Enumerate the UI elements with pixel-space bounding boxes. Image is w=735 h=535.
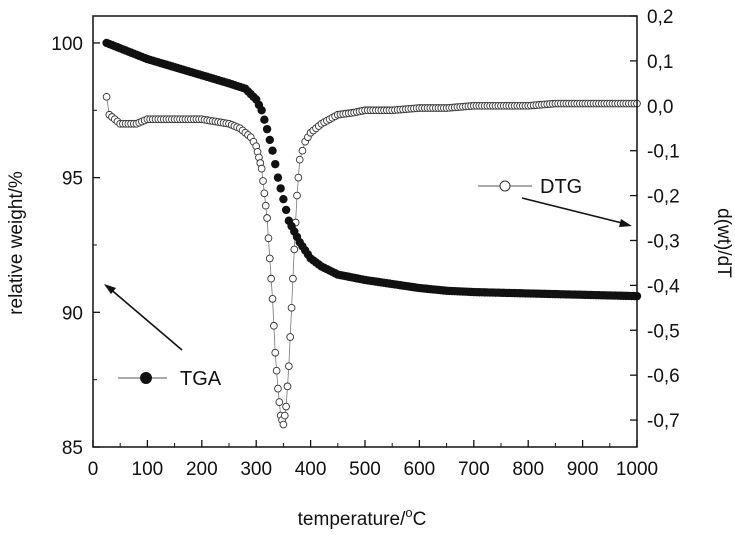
y-left-tick-label: 90 xyxy=(62,303,83,324)
dtg-point xyxy=(272,366,281,375)
y-right-axis-title: d(wt)/dT xyxy=(713,208,734,278)
tga-point xyxy=(279,194,288,204)
y-right-tick-label: -0,6 xyxy=(647,366,680,387)
dtg-point xyxy=(257,164,266,173)
legend-tga: TGA xyxy=(118,368,222,390)
y-left-tick-label: 85 xyxy=(62,438,83,459)
y-right-tick-label: -0,7 xyxy=(647,411,680,432)
legend-dtg-marker xyxy=(499,180,511,192)
dtg-arrowhead xyxy=(619,219,632,227)
legend-dtg: DTG xyxy=(478,176,582,198)
tga-point xyxy=(265,135,274,145)
y-left-tick-label: 100 xyxy=(51,34,83,55)
y-right-tick-label: -0,4 xyxy=(647,276,680,297)
tga-arrow xyxy=(107,286,183,351)
x-tick-label: 500 xyxy=(349,459,381,480)
dtg-point xyxy=(280,411,289,420)
dtg-point xyxy=(294,173,303,182)
tga-point xyxy=(268,146,277,155)
x-axis-title: temperature/oC xyxy=(298,505,427,530)
dtg-point xyxy=(274,384,282,393)
legend-dtg-label: DTG xyxy=(540,176,582,198)
x-tick-label: 300 xyxy=(240,459,272,480)
plot-frame xyxy=(92,15,638,448)
dtg-point xyxy=(286,333,295,341)
x-tick-label: 900 xyxy=(567,459,599,480)
legend-tga-label: TGA xyxy=(180,368,222,390)
x-tick-label: 400 xyxy=(295,459,327,480)
y-right-tick-label: -0,3 xyxy=(647,231,680,252)
dtg-point xyxy=(283,382,292,391)
dtg-point xyxy=(282,402,290,411)
dtg-point xyxy=(287,303,296,312)
y-right-tick-label: -0,5 xyxy=(647,321,680,342)
dtg-point xyxy=(261,201,270,210)
y-right-tick-label: 0,1 xyxy=(647,52,673,73)
dtg-point xyxy=(102,92,111,101)
dtg-point xyxy=(267,274,276,283)
dtg-arrow xyxy=(521,197,627,225)
x-tick-label: 700 xyxy=(458,459,490,480)
tga-point xyxy=(281,205,291,215)
dtg-point xyxy=(293,191,301,200)
dtg-point xyxy=(298,146,307,155)
dtg-point xyxy=(259,177,267,185)
tga-point xyxy=(262,124,272,134)
dtg-point xyxy=(263,214,271,222)
dtg-point xyxy=(270,321,278,330)
x-tick-label: 200 xyxy=(186,459,218,480)
dtg-point xyxy=(268,294,277,303)
tga-point xyxy=(276,184,285,193)
dtg-point xyxy=(275,398,284,406)
tga-point xyxy=(257,106,266,115)
dtg-point xyxy=(289,274,297,283)
dtg-point xyxy=(284,362,293,371)
legend-tga-marker xyxy=(140,372,152,384)
y-left-axis-title: relative weight/% xyxy=(6,171,27,315)
x-tick-label: 100 xyxy=(132,459,164,480)
y-right-tick-label: 0,2 xyxy=(647,7,673,28)
dtg-point xyxy=(279,420,288,429)
tga-point xyxy=(260,115,269,124)
dtg-series xyxy=(102,92,641,429)
y-right-tick-label: 0,0 xyxy=(647,97,673,118)
dtg-point xyxy=(290,245,299,254)
dtg-point xyxy=(271,348,280,357)
tga-point xyxy=(273,173,283,182)
tga-point xyxy=(271,159,280,169)
x-tick-label: 600 xyxy=(404,459,436,480)
tga-arrowhead xyxy=(104,284,116,294)
dtg-point xyxy=(260,189,269,198)
tga-series xyxy=(102,38,642,301)
x-tick-label: 0 xyxy=(88,459,99,480)
y-left-tick-label: 95 xyxy=(62,169,83,190)
x-tick-label: 800 xyxy=(512,459,544,480)
dtg-point xyxy=(295,155,304,164)
dtg-point xyxy=(264,234,273,243)
y-right-tick-label: -0,2 xyxy=(647,187,680,208)
x-tick-label: 1000 xyxy=(616,459,658,480)
dtg-point xyxy=(265,254,274,263)
y-right-tick-label: -0,1 xyxy=(647,142,680,163)
